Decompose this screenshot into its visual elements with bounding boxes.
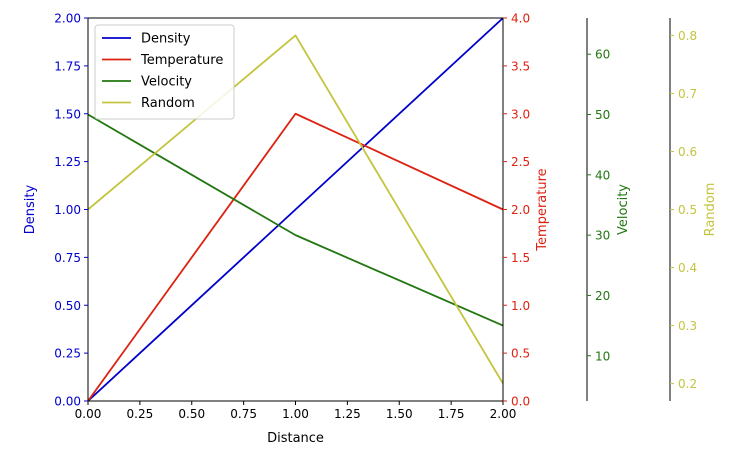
velocity-tick-label: 30 <box>595 229 610 243</box>
series-line-random <box>87 34 504 385</box>
series-line-velocity <box>87 113 504 327</box>
temperature-tick-label: 4.0 <box>511 12 530 26</box>
density-tick-label: 2.00 <box>54 12 81 26</box>
random-tick-label: 0.7 <box>678 87 697 101</box>
series-line-density <box>87 17 504 402</box>
series-layer <box>87 17 504 402</box>
x-tick-label: 0.00 <box>75 407 102 421</box>
random-tick-label: 0.8 <box>678 29 697 43</box>
x-tick-label: 1.50 <box>386 407 413 421</box>
density-tick-label: 0.00 <box>54 395 81 409</box>
x-tick-label: 1.00 <box>282 407 309 421</box>
density-tick-label: 0.75 <box>54 251 81 265</box>
legend-label: Velocity <box>141 75 192 90</box>
x-tick-label: 1.75 <box>438 407 465 421</box>
random-axis-label: Random <box>703 183 718 237</box>
temperature-tick-label: 1.0 <box>511 299 530 313</box>
temperature-tick-label: 2.5 <box>511 155 530 169</box>
random-tick-label: 0.3 <box>678 319 697 333</box>
x-tick-label: 2.00 <box>490 407 517 421</box>
density-axis-label: Density <box>23 184 38 234</box>
legend-item-density: Density <box>102 32 191 47</box>
legend-label: Random <box>141 96 195 111</box>
x-tick-label: 0.25 <box>127 407 154 421</box>
x-tick-label: 0.50 <box>178 407 205 421</box>
x-axis-label: Distance <box>267 431 324 446</box>
x-tick-label: 1.25 <box>334 407 361 421</box>
y-axes: 0.00 0.25 0.50 0.75 1.00 1.25 1.50 1.75 2.00 Dens… <box>23 12 718 409</box>
density-tick-label: 1.00 <box>54 203 81 217</box>
temperature-tick-label: 1.5 <box>511 251 530 265</box>
velocity-tick-label: 20 <box>595 289 610 303</box>
legend-box <box>94 24 235 120</box>
temperature-axis: 0.0 0.5 1.0 1.5 2.0 2.5 3.0 3.5 4.0 Temperature <box>503 12 550 409</box>
random-axis: 0.2 0.3 0.4 0.5 0.6 0.7 0.8 Random <box>669 18 718 401</box>
random-tick-label: 0.2 <box>678 377 697 391</box>
legend-label: Density <box>141 32 191 47</box>
temperature-tick-label: 3.0 <box>511 107 530 121</box>
random-tick-label: 0.5 <box>678 203 697 217</box>
density-tick-label: 0.50 <box>54 299 81 313</box>
temperature-tick-label: 0.5 <box>511 347 530 361</box>
velocity-tick-label: 40 <box>595 168 610 182</box>
density-tick-label: 1.50 <box>54 107 81 121</box>
legend-item-velocity: Velocity <box>102 75 192 90</box>
legend-label: Temperature <box>140 53 223 68</box>
temperature-tick-label: 3.5 <box>511 59 530 73</box>
random-tick-label: 0.6 <box>678 145 697 159</box>
density-tick-label: 1.75 <box>54 59 81 73</box>
density-tick-label: 1.25 <box>54 155 81 169</box>
temperature-tick-label: 0.0 <box>511 395 530 409</box>
temperature-axis-label: Temperature <box>535 168 550 251</box>
legend-item-temperature: Temperature <box>102 53 223 68</box>
density-tick-label: 0.25 <box>54 347 81 361</box>
velocity-tick-label: 50 <box>595 108 610 122</box>
velocity-tick-label: 10 <box>595 349 610 363</box>
series-line-temperature <box>87 112 504 402</box>
x-axis: 0.00 0.25 0.50 0.75 1.00 1.25 1.50 1.75 2.00 <box>75 401 517 421</box>
random-tick-label: 0.4 <box>678 261 697 275</box>
temperature-tick-label: 2.0 <box>511 203 530 217</box>
velocity-tick-label: 60 <box>595 48 610 62</box>
velocity-axis-label: Velocity <box>616 184 631 235</box>
legend: Density Temperature Velocity Random <box>94 24 235 120</box>
legend-item-random: Random <box>102 96 195 111</box>
x-tick-label: 0.75 <box>230 407 257 421</box>
velocity-axis: 10 20 30 40 50 60 Velocity <box>586 18 631 401</box>
density-axis: 0.00 0.25 0.50 0.75 1.00 1.25 1.50 1.75 2.00 Dens… <box>23 12 88 409</box>
